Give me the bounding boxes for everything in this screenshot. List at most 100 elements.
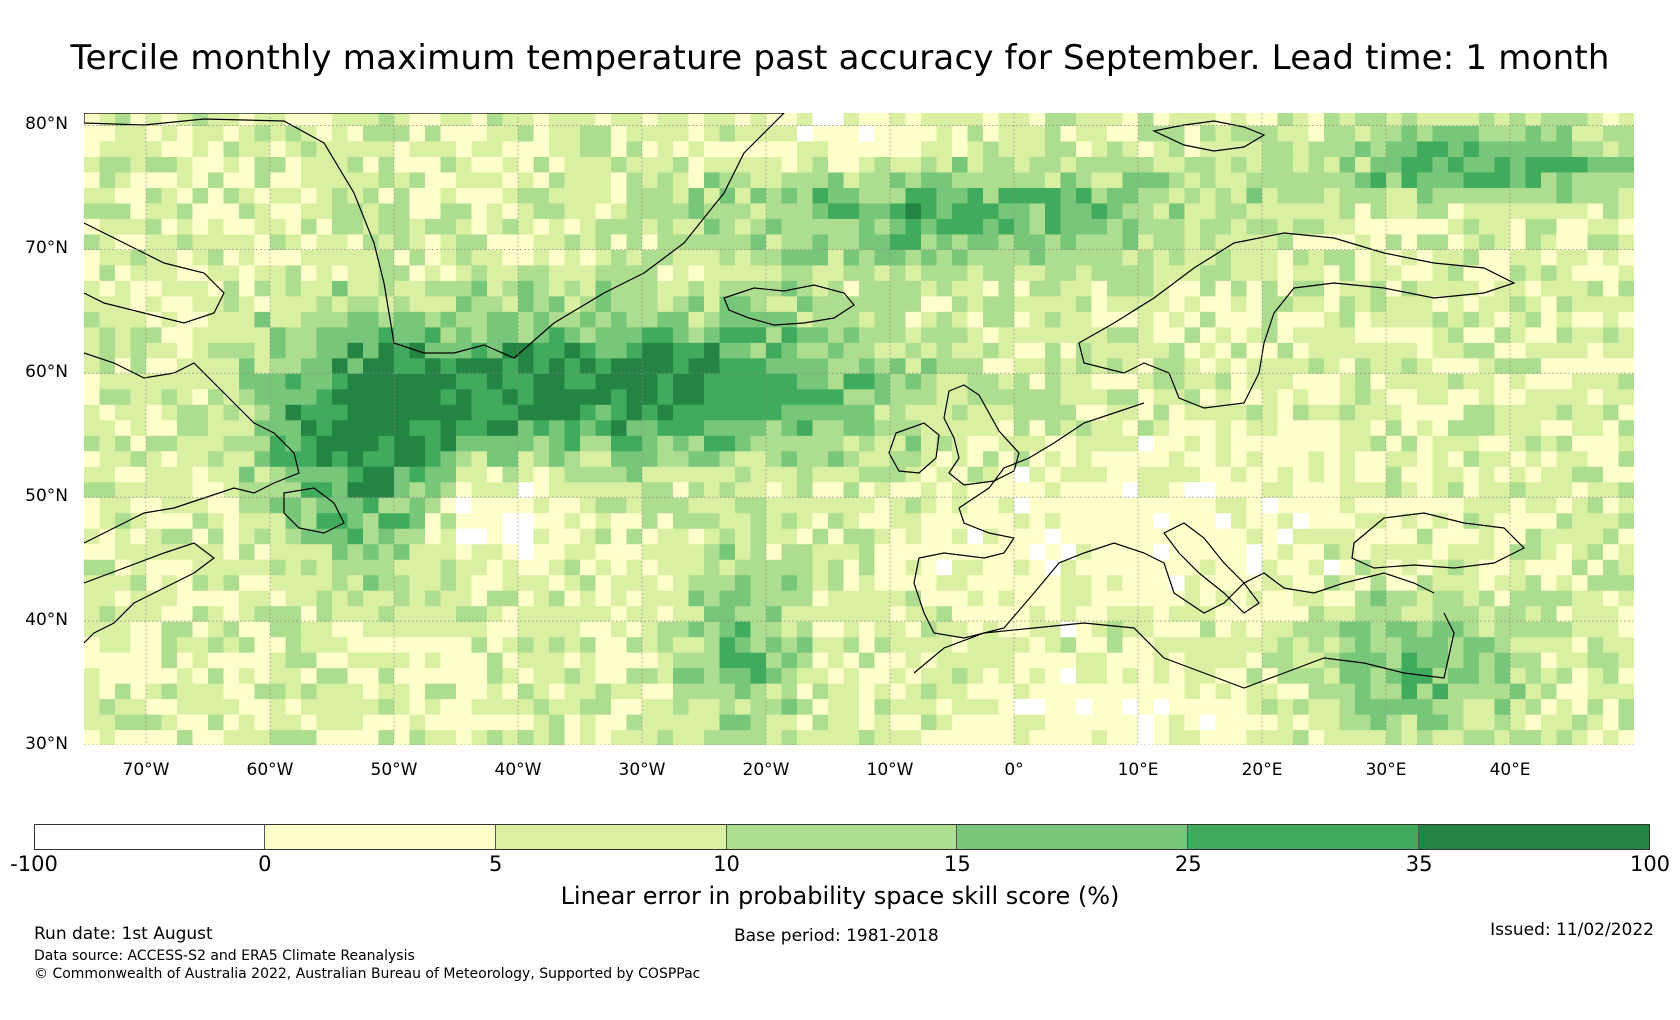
grid-cell (657, 342, 674, 359)
grid-cell (1045, 202, 1062, 219)
grid-cell (626, 450, 643, 467)
grid-cell (564, 295, 581, 312)
grid-cell (1339, 683, 1356, 700)
grid-cell (549, 574, 566, 591)
grid-cell (812, 559, 829, 576)
grid-cell (1463, 311, 1480, 328)
grid-cell (378, 373, 395, 390)
grid-cell (1262, 264, 1279, 281)
grid-cell (549, 559, 566, 576)
grid-cell (936, 280, 953, 297)
grid-cell (409, 125, 426, 142)
grid-cell (642, 156, 659, 173)
grid-cell (983, 435, 1000, 452)
grid-cell (301, 113, 318, 126)
grid-cell (657, 264, 674, 281)
grid-cell (1386, 295, 1403, 312)
grid-cell (1572, 171, 1589, 188)
grid-cell (936, 264, 953, 281)
grid-cell (1014, 435, 1031, 452)
grid-cell (130, 171, 147, 188)
grid-cell (1029, 729, 1046, 745)
grid-cell (1494, 140, 1511, 157)
grid-cell (998, 652, 1015, 669)
grid-cell (983, 187, 1000, 204)
grid-cell (1215, 559, 1232, 576)
grid-cell (177, 574, 194, 591)
grid-cell (952, 497, 969, 514)
grid-cell (223, 559, 240, 576)
grid-cell (1370, 233, 1387, 250)
grid-cell (115, 280, 132, 297)
grid-cell (719, 590, 736, 607)
grid-cell (1386, 543, 1403, 560)
grid-cell (874, 233, 891, 250)
grid-cell (208, 326, 225, 343)
grid-cell (1339, 636, 1356, 653)
grid-cell (1122, 497, 1139, 514)
grid-cell (1572, 714, 1589, 731)
grid-cell (1308, 605, 1325, 622)
grid-cell (1463, 636, 1480, 653)
grid-cell (983, 326, 1000, 343)
grid-cell (518, 113, 535, 126)
grid-cell (1541, 652, 1558, 669)
grid-cell (347, 249, 364, 266)
grid-cell (1556, 698, 1573, 715)
grid-cell (1510, 249, 1527, 266)
grid-cell (936, 450, 953, 467)
grid-cell (518, 249, 535, 266)
grid-cell (564, 590, 581, 607)
grid-cell (533, 140, 550, 157)
grid-cell (223, 574, 240, 591)
grid-cell (1076, 590, 1093, 607)
grid-cell (1324, 528, 1341, 545)
grid-cell (285, 466, 302, 483)
grid-cell (1215, 698, 1232, 715)
grid-cell (921, 667, 938, 684)
grid-cell (425, 714, 442, 731)
grid-cell (208, 311, 225, 328)
grid-cell (1200, 140, 1217, 157)
grid-cell (859, 388, 876, 405)
grid-cell (936, 667, 953, 684)
grid-cell (890, 698, 907, 715)
grid-cell (518, 605, 535, 622)
grid-cell (301, 528, 318, 545)
grid-cell (564, 729, 581, 745)
grid-cell (564, 311, 581, 328)
grid-cell (657, 280, 674, 297)
grid-cell (890, 373, 907, 390)
longitude-label: 40°W (494, 760, 542, 780)
grid-cell (254, 667, 271, 684)
grid-cell (270, 125, 287, 142)
grid-cell (1293, 295, 1310, 312)
grid-cell (1014, 667, 1031, 684)
grid-cell (1355, 621, 1372, 638)
grid-cell (642, 435, 659, 452)
grid-cell (502, 559, 519, 576)
grid-cell (564, 621, 581, 638)
grid-cell (1339, 497, 1356, 514)
grid-cell (1432, 202, 1449, 219)
grid-cell (704, 373, 721, 390)
grid-cell (1510, 466, 1527, 483)
grid-cell (781, 280, 798, 297)
grid-cell (1448, 729, 1465, 745)
grid-cell (1355, 605, 1372, 622)
grid-cell (642, 543, 659, 560)
grid-cell (1200, 125, 1217, 142)
grid-cell (1339, 404, 1356, 421)
grid-cell (1246, 342, 1263, 359)
grid-cell (270, 113, 287, 126)
grid-cell (766, 605, 783, 622)
grid-cell (750, 326, 767, 343)
grid-cell (812, 202, 829, 219)
grid-cell (99, 357, 116, 374)
grid-cell (1417, 218, 1434, 235)
grid-cell (1463, 590, 1480, 607)
grid-cell (192, 342, 209, 359)
grid-cell (1494, 698, 1511, 715)
grid-cell (859, 202, 876, 219)
grid-cell (1370, 140, 1387, 157)
